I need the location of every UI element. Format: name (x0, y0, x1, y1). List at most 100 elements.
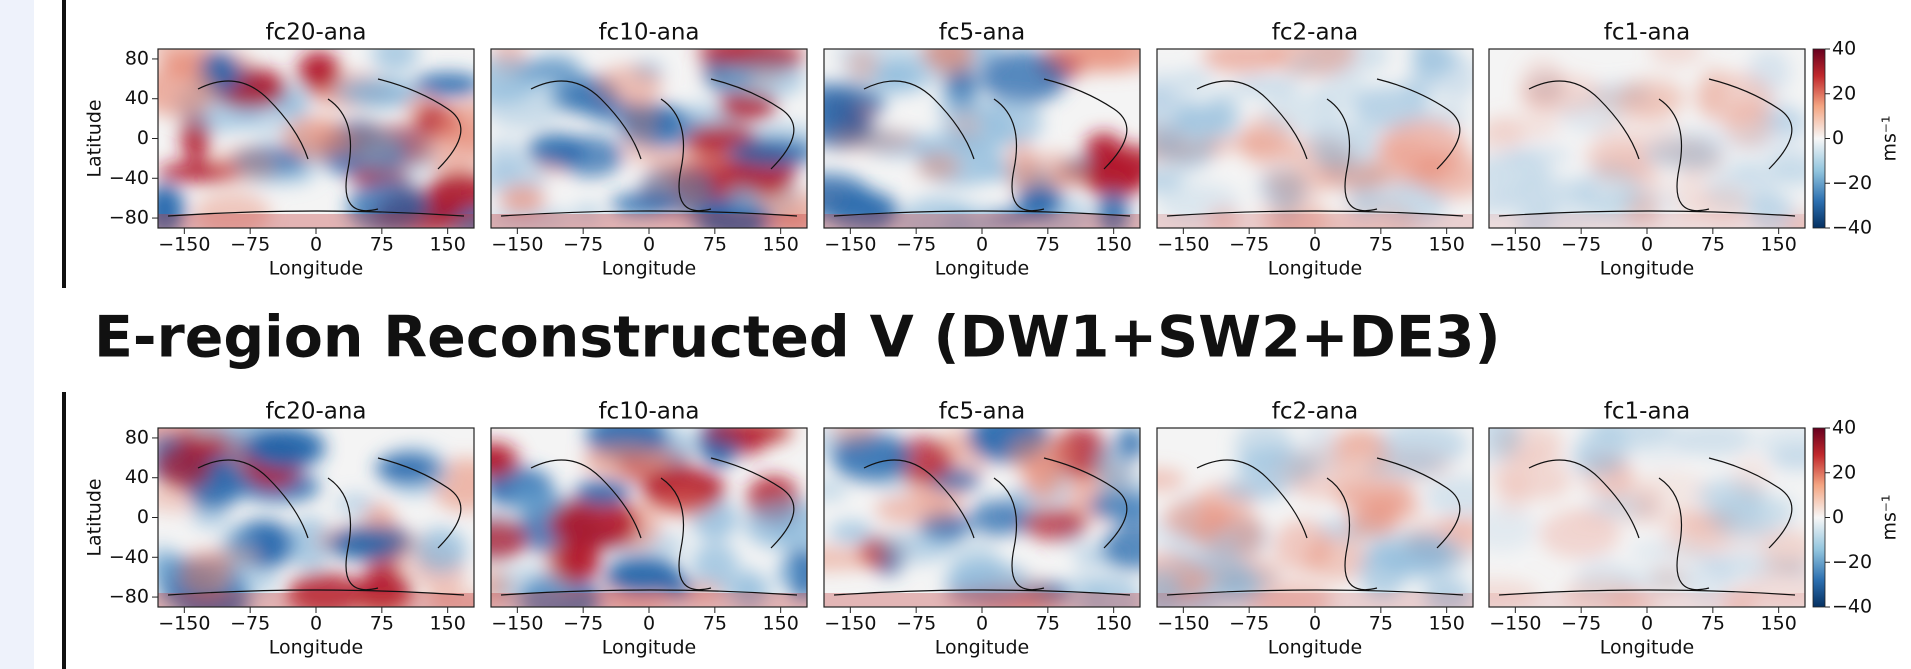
y-axis-label: Latitude (84, 99, 106, 177)
map-blob (979, 50, 1068, 105)
map-blob (1220, 479, 1287, 501)
x-tick-label: −150 (491, 234, 543, 256)
side-rule (62, 392, 66, 669)
map-blob (549, 497, 639, 549)
x-axis-label: Longitude (269, 258, 364, 280)
map-field (1489, 428, 1805, 607)
map-field (1489, 49, 1805, 228)
panel-title: fc2-ana (1272, 20, 1358, 46)
map-blob (824, 478, 848, 502)
x-tick-label: −75 (1561, 234, 1601, 256)
map-blob (969, 499, 1026, 536)
colorbar-tick-label: 40 (1832, 417, 1856, 439)
x-axis-label: Longitude (1600, 637, 1695, 659)
map-blob (1247, 580, 1333, 607)
map-blobs (158, 428, 474, 607)
map-blob (553, 540, 601, 583)
map-field (491, 49, 807, 228)
map-blob (1203, 91, 1241, 141)
map-blob (604, 557, 682, 595)
coastline (1498, 78, 1796, 217)
map-blob (1343, 518, 1398, 540)
x-tick-label: 75 (1369, 613, 1393, 635)
x-tick-label: −150 (824, 234, 876, 256)
map-blob (158, 49, 216, 63)
x-tick-label: 150 (1429, 234, 1465, 256)
coastline (1166, 78, 1464, 217)
colorbar (1812, 427, 1826, 608)
map-blob (583, 443, 671, 478)
map-blob (212, 147, 276, 183)
y-tick-label: −40 (109, 546, 149, 568)
map-blob (244, 428, 326, 469)
map-field (491, 428, 807, 607)
map-blob (1021, 506, 1087, 541)
map-blob (158, 183, 185, 228)
coastline (1498, 457, 1796, 596)
map-blob (1263, 168, 1333, 196)
map-blob (1097, 190, 1130, 228)
map-blob (846, 49, 879, 84)
map-blob (1746, 566, 1805, 607)
map-blob (502, 476, 549, 495)
map-blob (1731, 455, 1771, 500)
map-blob (375, 453, 439, 483)
x-tick-label: 150 (1429, 613, 1465, 635)
map-blob (1685, 554, 1734, 607)
map-blob (595, 65, 663, 105)
x-tick-label: 150 (430, 613, 466, 635)
map-blob (1648, 49, 1703, 66)
map-blob (1404, 69, 1437, 102)
map-blob (328, 529, 397, 560)
map-blob (158, 63, 218, 117)
map-blob (532, 49, 582, 91)
x-axis-label: Longitude (1268, 258, 1363, 280)
x-tick-label: 0 (976, 234, 988, 256)
x-tick-label: 150 (763, 234, 799, 256)
map-blob (158, 545, 180, 586)
map-blob (371, 49, 419, 73)
y-tick-label: −40 (109, 167, 149, 189)
map-blob (1628, 432, 1691, 463)
x-tick-label: −150 (1157, 613, 1209, 635)
map-blob (499, 184, 546, 214)
map-field (1157, 428, 1473, 607)
x-tick-label: 75 (1036, 613, 1060, 635)
map-blob (1724, 101, 1774, 148)
map-blob (491, 78, 565, 130)
panel-title: fc1-ana (1604, 399, 1690, 425)
map-blob (1489, 428, 1522, 457)
map-blob (1529, 467, 1571, 500)
map-blob (875, 63, 927, 94)
map-blob (491, 442, 520, 479)
polar-band (1157, 593, 1473, 607)
map-blob (1489, 193, 1527, 214)
map-blob (1672, 170, 1707, 221)
map-blob (717, 576, 775, 604)
polar-band (1157, 214, 1473, 228)
map-blob (274, 96, 303, 115)
x-tick-label: 0 (643, 613, 655, 635)
side-strip (0, 0, 34, 669)
map-blob (937, 105, 1015, 151)
x-tick-label: −75 (1561, 613, 1601, 635)
map-blob (1619, 569, 1695, 591)
map-blob (1157, 70, 1176, 105)
map-blob (928, 49, 975, 78)
map-blob (1404, 539, 1455, 588)
colorbar-label: ms⁻¹ (1879, 494, 1901, 540)
map-blob (179, 550, 232, 600)
map-blob (491, 565, 569, 607)
x-tick-label: 75 (703, 234, 727, 256)
map-blobs (824, 49, 1140, 228)
x-tick-label: 0 (1309, 234, 1321, 256)
polar-band (158, 593, 474, 607)
x-tick-label: −150 (1489, 234, 1541, 256)
panel-title: fc20-ana (265, 20, 366, 46)
x-tick-label: −150 (1489, 613, 1541, 635)
y-tick-label: −80 (109, 586, 149, 608)
x-axis-label: Longitude (602, 258, 697, 280)
colorbar (1812, 48, 1826, 229)
map-blob (1746, 191, 1795, 225)
panel-title: fc2-ana (1272, 399, 1358, 425)
